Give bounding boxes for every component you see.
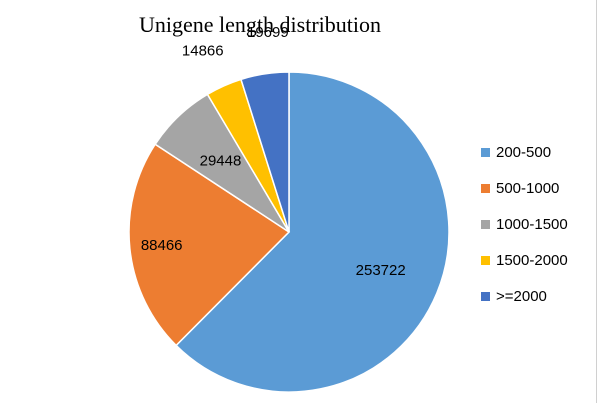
pie-slice-500-1000 [128,143,291,347]
data-label-200-500: 253722 [356,262,406,279]
pie-slice-2000 [240,71,290,233]
chart-title: Unigene length distribution [139,12,381,37]
legend-item: 1000-1500 [481,215,568,233]
legend-item: 1500-2000 [481,251,568,269]
legend-swatch [481,147,490,157]
legend-swatch [481,255,490,265]
frame-border [596,0,597,403]
legend-label: 1000-1500 [496,215,568,233]
legend-label: >=2000 [496,287,547,305]
data-label-2000: 19699 [247,24,289,41]
pie-slice-200-500 [175,71,450,393]
data-label-1000-1500: 29448 [200,152,242,169]
legend-swatch [481,291,490,301]
legend-swatch [481,183,490,193]
legend-item: >=2000 [481,287,568,305]
legend-label: 500-1000 [496,179,560,197]
data-label-500-1000: 88466 [141,237,183,254]
legend-item: 500-1000 [481,179,568,197]
legend-swatch [481,219,490,229]
legend-item: 200-500 [481,143,568,161]
data-label-1500-2000: 14866 [182,43,224,60]
legend: 200-500 500-1000 1000-1500 1500-2000 >=2000 [481,144,568,324]
legend-label: 200-500 [496,143,552,161]
legend-label: 1500-2000 [496,251,568,269]
